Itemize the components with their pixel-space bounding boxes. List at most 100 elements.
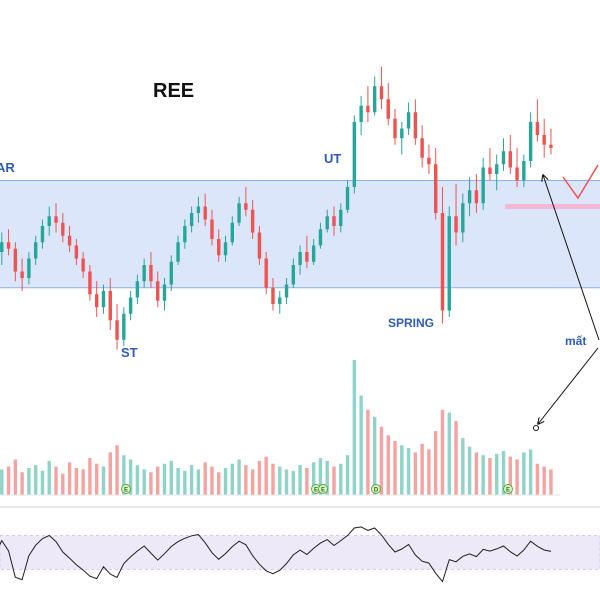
candle-body xyxy=(291,265,296,285)
volume-bar xyxy=(20,472,24,495)
event-marker xyxy=(121,484,131,494)
volume-bar xyxy=(40,470,45,495)
candle-body xyxy=(352,122,357,187)
candle-body xyxy=(27,258,31,278)
candle-body xyxy=(13,248,18,272)
candle-body xyxy=(257,232,262,259)
candle-body xyxy=(461,203,465,233)
volume-bar xyxy=(67,462,72,495)
pink-level-band xyxy=(505,204,600,209)
volume-bar xyxy=(142,469,146,495)
volume-bar xyxy=(434,431,438,495)
candle-body xyxy=(528,122,533,161)
event-marker-label: E xyxy=(506,488,510,494)
candle-body xyxy=(434,164,438,213)
candle-body xyxy=(440,213,445,311)
volume-bar xyxy=(474,452,479,495)
candle-body xyxy=(393,118,397,139)
volume-bar xyxy=(81,469,85,495)
volume-bar xyxy=(156,466,160,495)
candle-body xyxy=(135,281,140,298)
volume-bar xyxy=(0,469,4,495)
volume-bar xyxy=(257,460,262,495)
volume-bar xyxy=(461,438,465,495)
volume-bar xyxy=(345,455,350,495)
volume-bar xyxy=(250,469,255,495)
volume-bar xyxy=(95,463,99,495)
event-marker-label: E xyxy=(314,488,318,494)
candle-body xyxy=(33,242,38,259)
candle-body xyxy=(54,216,58,223)
volume-bar xyxy=(27,468,31,495)
candle-body xyxy=(339,209,343,226)
candle-body xyxy=(305,252,309,262)
volume-bar xyxy=(189,465,194,495)
volume-bar xyxy=(237,459,241,495)
volume-bar xyxy=(6,466,11,495)
candle-body xyxy=(244,203,248,210)
volume-bar xyxy=(400,445,404,495)
volume-bar xyxy=(128,459,133,495)
candle-body xyxy=(108,291,112,321)
candle-body xyxy=(359,105,363,122)
candle-body xyxy=(481,167,485,204)
candle-body xyxy=(230,222,234,243)
volume-bar xyxy=(528,449,533,495)
volume-bar xyxy=(454,421,458,495)
candle-body xyxy=(271,287,275,304)
volume-bar xyxy=(318,458,323,495)
v-pattern-drawing xyxy=(562,164,599,200)
candle-body xyxy=(311,245,316,262)
candle-body xyxy=(366,105,370,113)
candle-body xyxy=(81,258,85,272)
volume-bar xyxy=(522,452,526,495)
candle-body xyxy=(210,219,214,239)
candle-body xyxy=(427,157,431,165)
candle-body xyxy=(122,313,126,340)
volume-bar xyxy=(440,409,445,495)
candle-body xyxy=(298,252,302,265)
candle-body xyxy=(420,138,424,158)
candle-body xyxy=(149,265,153,282)
event-marker-label: D xyxy=(374,488,379,494)
volume-bar xyxy=(379,426,384,495)
candle-body xyxy=(183,226,187,243)
volume-bar xyxy=(386,435,390,495)
candle-body xyxy=(372,86,377,113)
volume-bar xyxy=(413,452,418,495)
candle-body xyxy=(47,216,51,226)
candle-body xyxy=(332,216,336,226)
candle-body xyxy=(250,209,255,233)
candle-body xyxy=(495,164,499,174)
oscillator-line xyxy=(0,526,552,583)
arrow-to-top xyxy=(543,175,600,341)
volume-bar xyxy=(162,463,167,495)
volume-bar xyxy=(13,459,18,495)
annotation-spring: SPRING xyxy=(388,316,434,330)
volume-bar xyxy=(393,441,397,495)
volume-bar xyxy=(339,463,343,495)
volume-bar xyxy=(183,470,187,495)
candle-body xyxy=(20,271,24,278)
candle-body xyxy=(217,239,221,256)
candle-body xyxy=(345,187,350,210)
volume-bar xyxy=(108,452,112,495)
candle-body xyxy=(196,206,201,213)
volume-bar xyxy=(311,462,316,495)
annotation-loss: mất xyxy=(565,334,586,348)
event-marker-label: E xyxy=(321,488,325,494)
candle-body xyxy=(508,151,512,168)
volume-bars xyxy=(0,360,560,496)
candlesticks xyxy=(0,66,553,350)
candle-body xyxy=(386,99,390,119)
candle-body xyxy=(176,242,180,262)
event-marker xyxy=(503,484,513,494)
volume-bar xyxy=(298,465,302,495)
volume-bar xyxy=(230,463,234,495)
volume-bar xyxy=(481,455,485,495)
candle-body xyxy=(0,242,4,252)
volume-bar xyxy=(406,448,411,495)
volume-bar xyxy=(74,468,79,495)
